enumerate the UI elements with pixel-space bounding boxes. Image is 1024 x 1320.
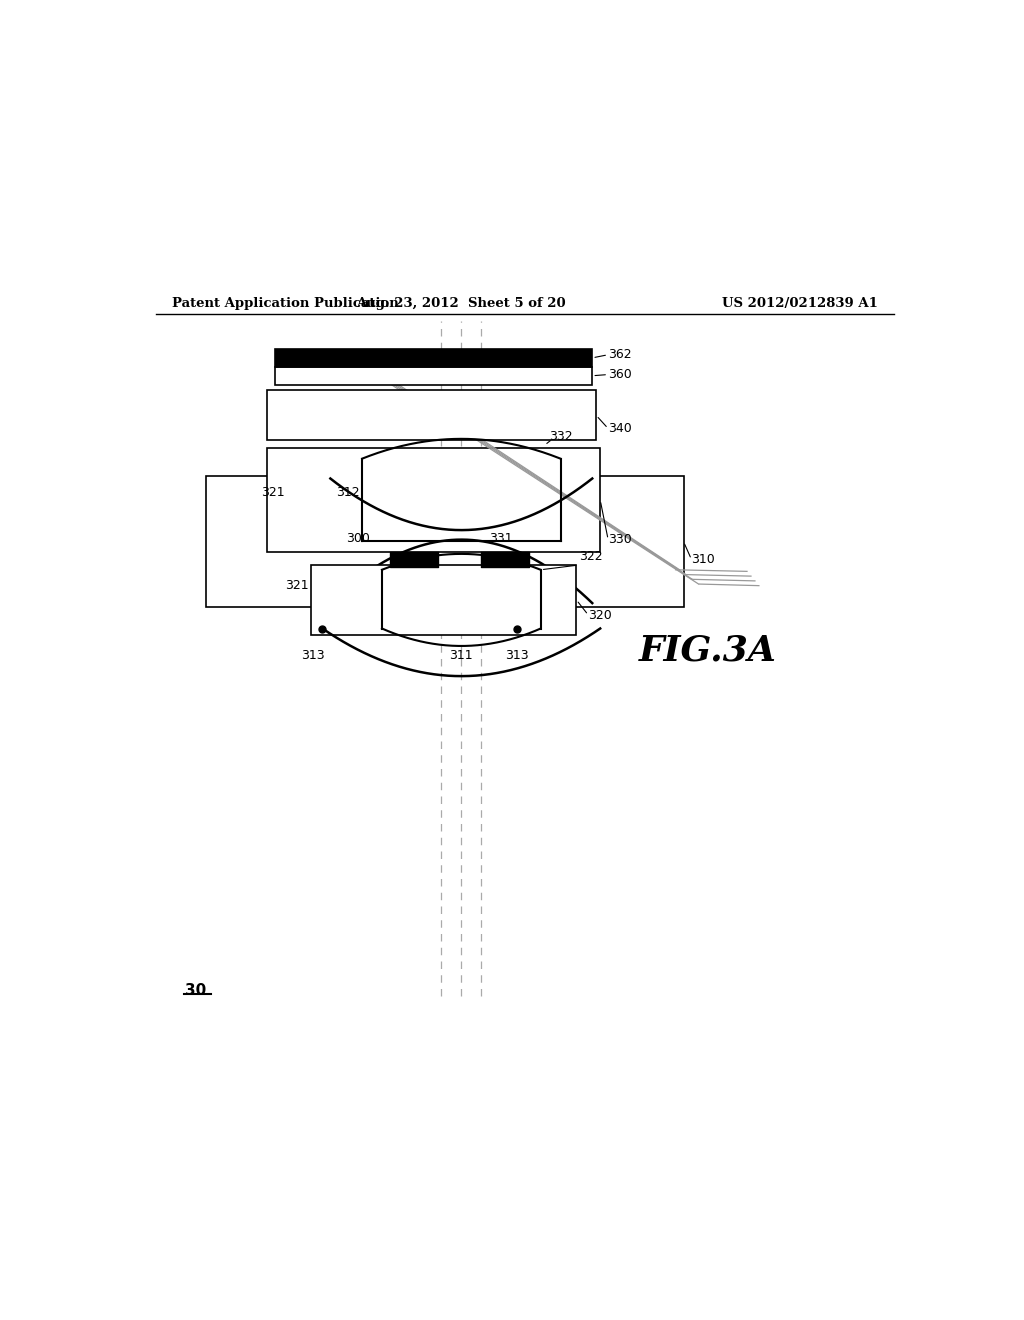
Text: 320: 320	[588, 609, 612, 622]
Text: 362: 362	[608, 348, 632, 362]
Text: 30: 30	[185, 983, 207, 998]
Text: 330: 330	[608, 533, 632, 546]
Bar	[267, 449, 600, 552]
Bar	[274, 350, 592, 367]
Text: 300: 300	[346, 532, 370, 545]
Text: 331: 331	[489, 532, 513, 545]
Bar	[206, 477, 684, 607]
Text: Aug. 23, 2012  Sheet 5 of 20: Aug. 23, 2012 Sheet 5 of 20	[356, 297, 566, 310]
Text: Patent Application Publication: Patent Application Publication	[172, 297, 398, 310]
Text: 311: 311	[450, 649, 473, 663]
Text: 322: 322	[579, 550, 602, 564]
Text: US 2012/0212839 A1: US 2012/0212839 A1	[722, 297, 878, 310]
Bar	[274, 367, 592, 385]
Text: 321: 321	[261, 486, 285, 499]
Text: 313: 313	[505, 649, 528, 663]
Text: 360: 360	[608, 368, 632, 381]
Text: 340: 340	[608, 422, 632, 436]
Bar	[310, 565, 577, 635]
Text: 312: 312	[336, 486, 359, 499]
Text: 313: 313	[301, 649, 325, 663]
Text: 310: 310	[691, 553, 715, 566]
Text: 332: 332	[549, 430, 572, 442]
Text: FIG.3A: FIG.3A	[638, 634, 776, 668]
Bar	[267, 391, 596, 441]
Text: 321: 321	[286, 579, 309, 593]
